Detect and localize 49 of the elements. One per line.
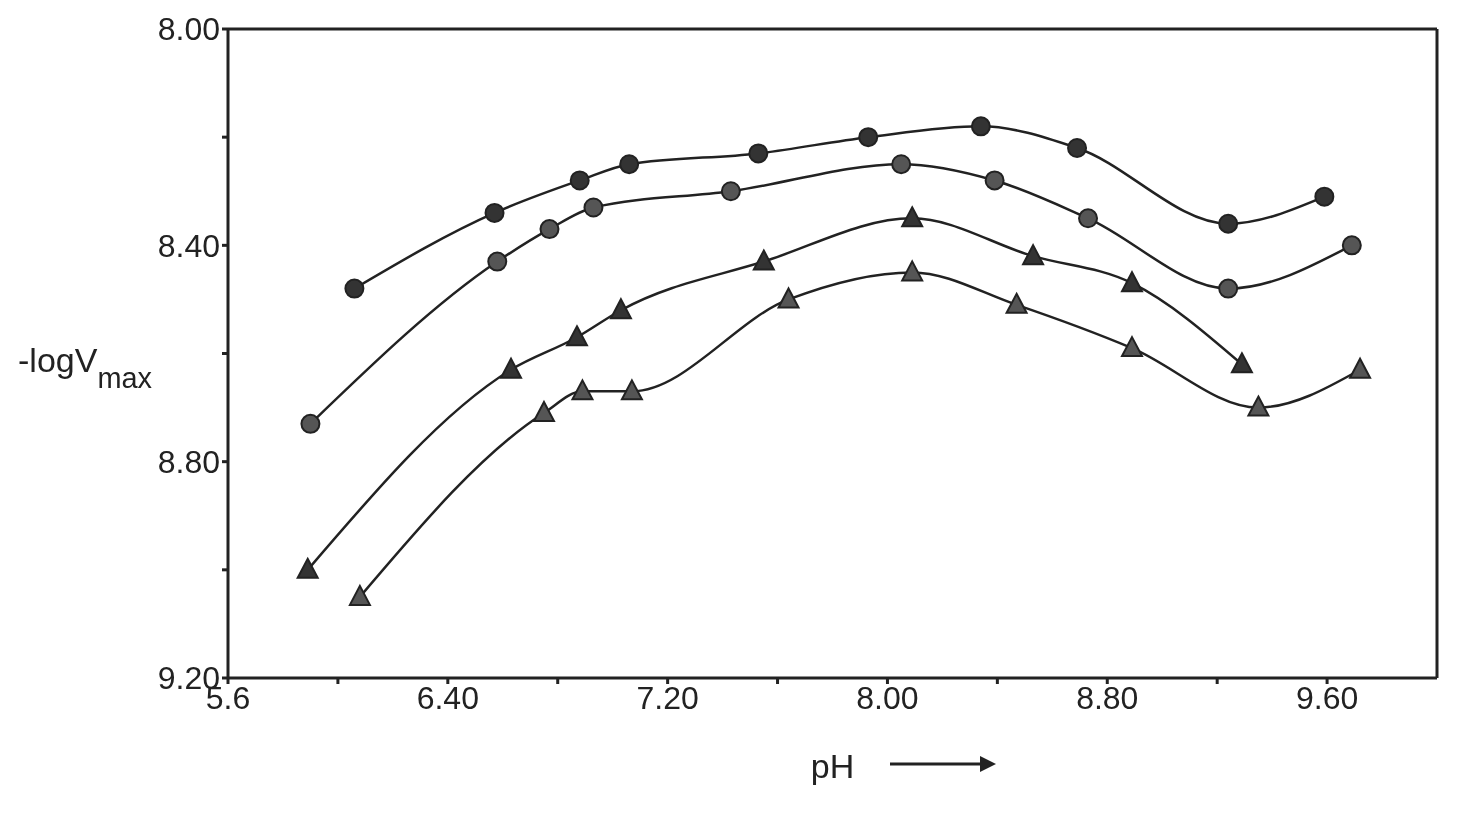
point (565, 325, 588, 347)
point (583, 197, 604, 218)
point (539, 219, 560, 240)
y-axis-title: -logV$_{max}$ (18, 340, 153, 394)
point (344, 278, 365, 299)
point (620, 379, 643, 401)
x-tick-label: 7.20 (636, 679, 699, 716)
point (858, 127, 879, 148)
point (1218, 278, 1239, 299)
point (1078, 208, 1099, 229)
point (1247, 395, 1270, 417)
point (1067, 137, 1088, 158)
point (1121, 271, 1143, 293)
point (1314, 186, 1335, 207)
point (891, 154, 912, 175)
point (752, 249, 775, 271)
point (720, 181, 741, 202)
point (296, 557, 319, 579)
point (777, 287, 800, 309)
point (484, 202, 505, 223)
point (1121, 336, 1143, 358)
point (1022, 244, 1045, 266)
point (1005, 292, 1028, 314)
point (300, 413, 321, 434)
point (1218, 213, 1239, 234)
point (970, 116, 991, 137)
point (609, 298, 632, 320)
point (984, 170, 1005, 191)
point (901, 260, 924, 282)
point (1349, 357, 1372, 379)
point (619, 154, 640, 175)
x-tick-label: 8.00 (856, 679, 919, 716)
point (487, 251, 508, 272)
point (532, 400, 555, 422)
point (569, 170, 590, 191)
x-tick-label: 9.60 (1295, 679, 1359, 716)
point (748, 143, 769, 164)
y-tick-label: 8.80 (157, 444, 220, 481)
point (901, 206, 924, 228)
x-tick-label: 8.80 (1076, 679, 1139, 716)
x-tick-label: 6.40 (416, 679, 479, 716)
point (500, 357, 523, 379)
point (348, 584, 371, 606)
y-tick-label: 8.00 (157, 11, 220, 48)
point (1230, 352, 1253, 374)
y-tick-label: 8.40 (157, 227, 220, 264)
x-axis-title: pH (810, 747, 855, 785)
point (571, 379, 594, 401)
point (1341, 235, 1362, 256)
